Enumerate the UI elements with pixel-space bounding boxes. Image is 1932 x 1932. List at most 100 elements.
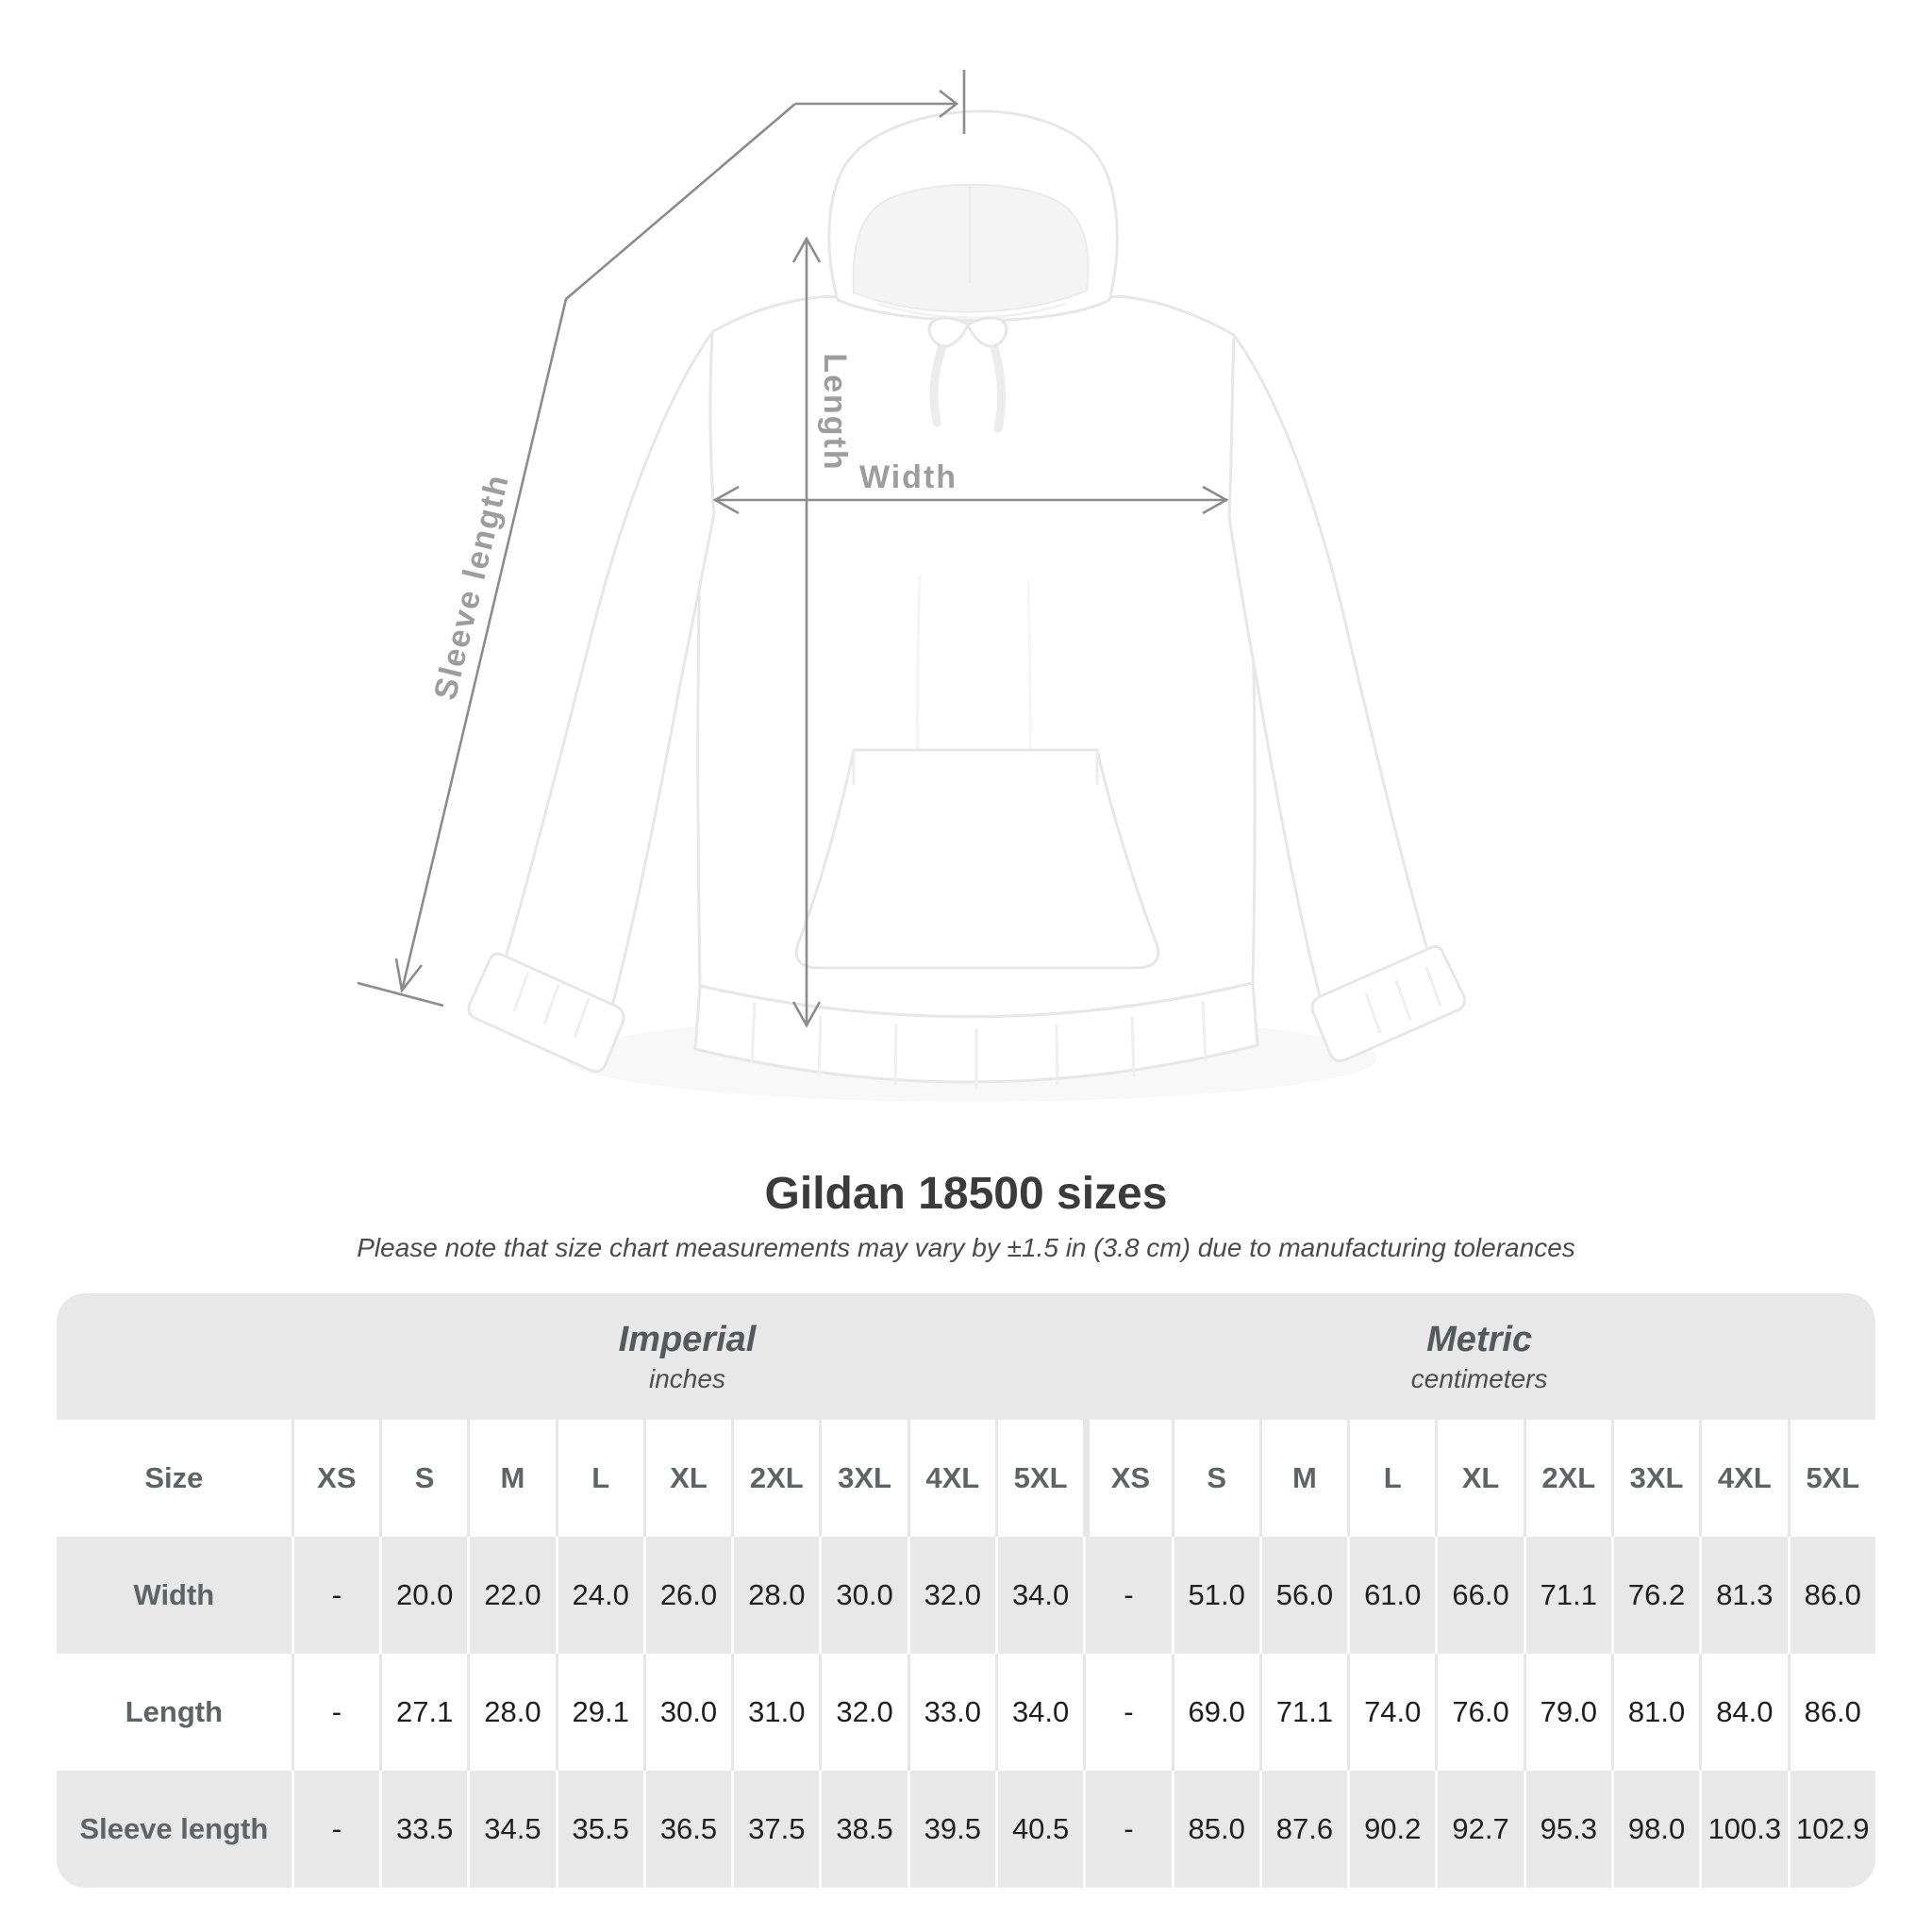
sleeve-length-label: Sleeve length [427, 470, 516, 703]
measurement-cell: 36.5 [642, 1771, 732, 1888]
metric-unit: centimeters [1410, 1363, 1548, 1393]
measurement-cell: - [1083, 1771, 1172, 1888]
measurement-cell: 37.5 [731, 1771, 820, 1888]
measurement-cell: 39.5 [907, 1771, 995, 1888]
metric-group-header: Metric centimeters [1083, 1293, 1875, 1420]
measurement-cell: 31.0 [731, 1654, 820, 1771]
size-header-imperial-2xl: 2XL [731, 1420, 820, 1537]
measurement-cell: 95.3 [1523, 1771, 1611, 1888]
measurement-cell: 30.0 [819, 1537, 908, 1654]
measurement-cell: 34.0 [994, 1537, 1084, 1654]
measurement-cell: 28.0 [467, 1654, 556, 1771]
measurement-cell: 86.0 [1787, 1537, 1875, 1654]
hoodie-illustration: Sleeve length Length Width [357, 70, 1466, 1089]
measurement-cell: 84.0 [1699, 1654, 1788, 1771]
measurement-cell: 90.2 [1347, 1771, 1436, 1888]
size-header-imperial-m: M [467, 1420, 556, 1537]
measurement-cell: 28.0 [731, 1537, 820, 1654]
kangaroo-pocket [794, 748, 1160, 970]
right-cuff [1310, 945, 1466, 1062]
left-cuff [467, 952, 625, 1073]
measurement-cell: - [1083, 1654, 1172, 1771]
row-label: Length [57, 1654, 291, 1771]
measurement-cell: - [291, 1654, 379, 1771]
length-label: Length [817, 353, 853, 471]
imperial-label: Imperial [618, 1320, 757, 1360]
size-header-metric-m: M [1258, 1420, 1348, 1537]
measurement-cell: 81.0 [1610, 1654, 1700, 1771]
measurement-cell: - [1083, 1537, 1172, 1654]
measurement-cell: 32.0 [819, 1654, 908, 1771]
imperial-unit: inches [649, 1363, 725, 1393]
size-header-metric-4xl: 4XL [1699, 1420, 1788, 1537]
size-header-imperial-xl: XL [642, 1420, 732, 1537]
measurement-cell: 22.0 [467, 1537, 556, 1654]
measurement-cell: 76.2 [1610, 1537, 1700, 1654]
row-label: Sleeve length [57, 1771, 291, 1888]
size-header-metric-s: S [1171, 1420, 1259, 1537]
size-column-header: Size [57, 1420, 291, 1537]
unit-group-row: Imperial inches Metric centimeters [57, 1293, 1875, 1420]
right-sleeve [1227, 333, 1430, 1002]
left-sleeve [503, 330, 716, 1011]
size-header-imperial-s: S [379, 1420, 468, 1537]
measurement-cell: 74.0 [1347, 1654, 1436, 1771]
measurement-cell: 35.5 [555, 1771, 643, 1888]
measurement-cell: 79.0 [1523, 1654, 1611, 1771]
measurement-cell: 102.9 [1787, 1771, 1875, 1888]
size-header-imperial-l: L [555, 1420, 643, 1537]
measurement-cell: 56.0 [1258, 1537, 1348, 1654]
measurements-body: Width -20.0 22.0 24.0 26.0 28.0 30.0 32.0 34.0-5… [57, 1537, 1875, 1888]
width-label: Width [859, 459, 958, 495]
measurement-cell: 26.0 [642, 1537, 732, 1654]
measurement-cell: 40.5 [994, 1771, 1084, 1888]
size-chart-table: Imperial inches Metric centimeters Size … [57, 1293, 1875, 1888]
length-arrow [791, 236, 822, 1028]
page-title: Gildan 18500 sizes [764, 1169, 1168, 1219]
page-subtitle: Please note that size chart measurements… [357, 1233, 1575, 1262]
measurement-cell: 24.0 [555, 1537, 643, 1654]
measurement-cell: 38.5 [819, 1771, 908, 1888]
measurement-cell: 69.0 [1171, 1654, 1259, 1771]
measurement-cell: 85.0 [1171, 1771, 1259, 1888]
band-corner [57, 1293, 291, 1420]
measurement-cell: 92.7 [1435, 1771, 1524, 1888]
measurement-cell: 32.0 [907, 1537, 995, 1654]
size-header-row: Size XS S M L XL 2XL 3XL 4XL 5XL XS S M L XL 2XL 3XL 4XL… [57, 1420, 1875, 1537]
size-header-metric-xs: XS [1083, 1420, 1172, 1537]
size-header-metric-5xl: 5XL [1787, 1420, 1875, 1537]
size-header-imperial-5xl: 5XL [994, 1420, 1084, 1537]
measurement-cell: 86.0 [1787, 1654, 1875, 1771]
measurement-cell: 20.0 [379, 1537, 468, 1654]
measurement-cell: 34.5 [467, 1771, 556, 1888]
measurement-cell: 81.3 [1699, 1537, 1788, 1654]
drawstring-bow [927, 316, 1008, 348]
size-header-imperial-xs: XS [291, 1420, 379, 1537]
metric-label: Metric [1426, 1320, 1533, 1360]
size-header-metric-2xl: 2XL [1523, 1420, 1611, 1537]
sleeve-length-arrow [357, 70, 966, 1008]
row-sleeve-length: Sleeve length - 33.5 34.5 35.5 36.5 37.5 38.5 39… [57, 1771, 1875, 1888]
measurement-cell: 100.3 [1699, 1771, 1788, 1888]
size-header-metric-l: L [1347, 1420, 1436, 1537]
width-arrow [712, 485, 1229, 515]
size-header-imperial-4xl: 4XL [907, 1420, 995, 1537]
measurement-cell: 61.0 [1347, 1537, 1436, 1654]
measurement-cell: 71.1 [1523, 1537, 1611, 1654]
measurement-cell: 51.0 [1171, 1537, 1259, 1654]
measurement-cell: 66.0 [1435, 1537, 1524, 1654]
measurement-cell: 71.1 [1258, 1654, 1348, 1771]
measurement-cell: 29.1 [555, 1654, 643, 1771]
measurement-cell: 76.0 [1435, 1654, 1524, 1771]
measurement-cell: 33.0 [907, 1654, 995, 1771]
measurement-cell: 33.5 [379, 1771, 468, 1888]
size-header-metric-3xl: 3XL [1610, 1420, 1700, 1537]
measurement-cell: 30.0 [642, 1654, 732, 1771]
row-width: Width -20.0 22.0 24.0 26.0 28.0 30.0 32.0 34.0-5… [57, 1537, 1875, 1654]
size-header-metric-xl: XL [1435, 1420, 1524, 1537]
imperial-group-header: Imperial inches [291, 1293, 1084, 1420]
measurement-cell: 98.0 [1610, 1771, 1700, 1888]
measurement-cell: 27.1 [379, 1654, 468, 1771]
measurement-cell: 87.6 [1258, 1771, 1348, 1888]
measurement-cell: - [291, 1537, 379, 1654]
